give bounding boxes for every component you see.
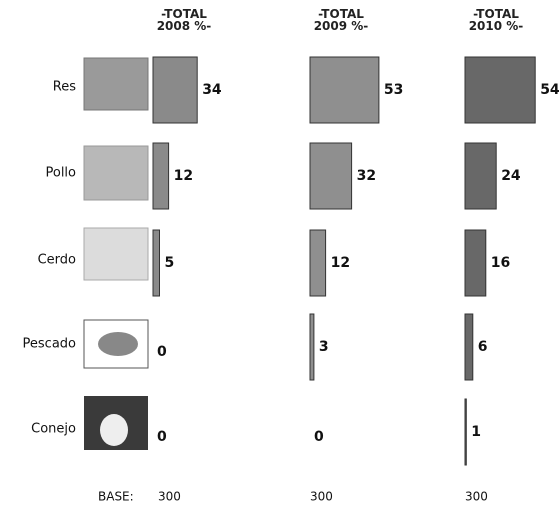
value-label: 12 <box>331 255 350 271</box>
bar <box>464 229 487 297</box>
bar <box>309 313 315 381</box>
value-label: 3 <box>319 339 329 355</box>
value-label: 24 <box>501 168 521 184</box>
value-label: 1 <box>471 424 481 440</box>
value-label: 0 <box>157 429 167 445</box>
base-value: 300 <box>310 490 333 504</box>
bar <box>464 398 467 466</box>
bar <box>152 142 170 210</box>
value-label: 12 <box>174 168 193 184</box>
value-label: 53 <box>384 82 403 98</box>
value-label: 5 <box>165 255 175 271</box>
bar <box>464 56 536 124</box>
icon-pollo <box>83 145 149 201</box>
value-label: 6 <box>478 339 488 355</box>
icon-cerdo <box>83 227 149 281</box>
base-value: 300 <box>465 490 488 504</box>
value-label: 54 <box>540 82 559 98</box>
base-label: BASE: <box>98 490 134 504</box>
bar <box>309 142 353 210</box>
bar <box>309 229 327 297</box>
bar <box>152 56 198 124</box>
value-label: 0 <box>314 429 324 445</box>
value-label: 16 <box>491 255 510 271</box>
category-label: Cerdo <box>38 253 76 268</box>
category-label: Pescado <box>23 337 77 352</box>
bar <box>152 229 160 297</box>
icon-res <box>83 57 149 111</box>
bar <box>464 142 497 210</box>
series-header: -TOTAL 2009 %- <box>313 7 369 33</box>
value-label: 32 <box>357 168 376 184</box>
bar <box>309 56 380 124</box>
bar <box>464 313 474 381</box>
fish <box>98 332 138 356</box>
icons <box>83 57 149 450</box>
category-label: Conejo <box>31 422 76 437</box>
category-label: Res <box>53 80 76 95</box>
rabbit <box>100 414 128 446</box>
value-label: 0 <box>157 344 167 360</box>
series-header: -TOTAL 2008 %- <box>156 7 212 33</box>
series-header: -TOTAL 2010 %- <box>468 7 524 33</box>
value-label: 34 <box>202 82 222 98</box>
category-label: Pollo <box>45 166 76 181</box>
base-value: 300 <box>158 490 181 504</box>
